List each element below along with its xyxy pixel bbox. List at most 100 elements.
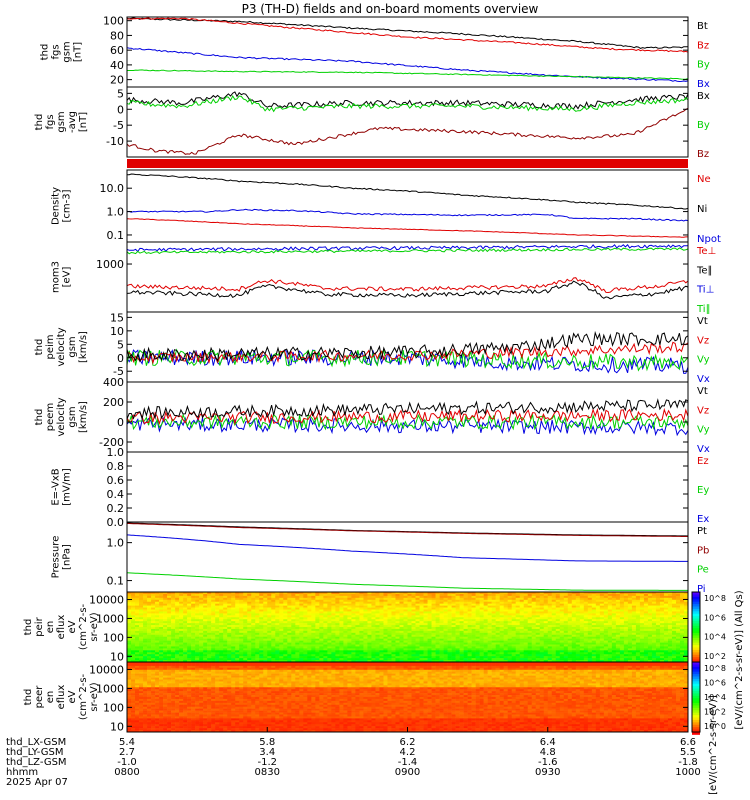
legend-Pe: Pe [697,565,709,576]
y-tick-label: 400 [103,376,124,389]
legend-Bx: Bx [697,91,710,102]
x-tick-label: 5.8 [259,737,275,748]
panel-frame [126,241,689,313]
y-tick-label: -5 [113,119,124,132]
legend-Ey: Ey [697,485,709,496]
panel-7: -200 0 200 400 thd peem velocity gsm [km/s] Vt Vz V… [34,376,710,455]
y-tick-label: 0 [117,103,124,116]
y-axis-label: Pressure [51,536,62,579]
date-label: 2025 Apr 07 [6,777,68,788]
series-Pi [127,534,688,562]
y-axis-label: Density [51,187,62,225]
y-axis-label: [km/s] [78,331,89,363]
legend-Ex: Ex [697,514,709,525]
legend-By: By [697,60,710,71]
y-tick-label: 100 [103,631,124,644]
colorbar-tick: 10^2 [704,652,726,661]
colorbar-tick: 10^6 [704,613,726,622]
legend-Ni: Ni [697,204,707,215]
y-tick-label: 10 [110,720,124,733]
y-axis-label: gsm [67,406,78,427]
bottom-colorbar-label: [eV/(cm^2-s-sr-eV)] [708,695,719,795]
y-axis-label: peim [45,334,56,359]
colorbar-tick: 10^6 [704,679,726,688]
series-Bt [127,17,688,49]
series-By [127,94,688,113]
x-tick-label: 5.5 [680,747,696,758]
y-tick-label: 0.1 [107,575,125,588]
series-Vt [127,398,688,421]
y-tick-label: 80 [110,29,124,42]
series-lines [127,522,688,591]
y-tick-label: 1000 [96,612,124,625]
series-lines [127,173,688,238]
legend-Ne: Ne [697,174,711,185]
series-Bz [127,17,688,53]
legend-Vy: Vy [697,425,710,436]
panel-9: 0.1 1.0 Pressure [nPa] Pt Pb Pe Pi [51,521,709,595]
spectrogram [127,662,688,732]
y-axis-label: eV [67,690,78,703]
legend-Npot: Npot [697,234,721,245]
x-tick-label: -1.0 [117,757,137,768]
y-axis-label: sr-eV) [89,612,100,641]
y-axis-label: [nPa] [62,544,73,570]
colorbar-tick: 10^2 [704,708,726,717]
series-lines [127,17,688,83]
y-tick-label: -10 [106,135,124,148]
series-Vz [127,341,688,365]
y-axis-label: (cm^2-s- [78,673,89,720]
y-tick-label: 0.8 [107,460,125,473]
legend-Ti∥: Ti∥ [696,304,711,315]
y-axis-label: [nT] [73,42,84,62]
y-axis-label: [km/s] [78,401,89,433]
y-tick-label: 0.6 [107,474,125,487]
series-Npot [127,218,688,238]
y-tick-label: 5 [117,87,124,100]
y-axis-label: gsm [56,111,67,132]
y-axis-label: thd [34,409,45,426]
x-tick-label: -1.4 [398,757,418,768]
panel-8: 0.00.20.40.60.81.0 E=-VxB [mV/m] Ez Ey Ex [51,446,710,529]
colorbar-tick: 10^8 [704,594,726,603]
y-axis-label: peir [34,616,45,636]
y-axis-label: fgs [51,44,62,59]
y-axis-label: eV [67,620,78,633]
y-tick-label: 1000 [96,258,124,271]
y-tick-label: 10.0 [100,182,125,195]
spectrogram [127,592,688,662]
legend-Pb: Pb [697,545,709,556]
x-tick-label: 0900 [395,767,420,778]
x-tick-label: 0800 [114,767,139,778]
colorbar: 10^0 10^2 10^4 10^6 10^8 [691,661,726,735]
x-tick-label: 0930 [535,767,560,778]
x-tick-label: -1.2 [257,757,277,768]
series-lines [127,244,688,300]
y-tick-label: 20 [110,74,124,87]
y-tick-label: 15 [110,311,124,324]
y-tick-label: 10 [110,325,124,338]
y-axis-label: gsm [67,336,78,357]
series-Bz [127,107,688,155]
x-row-label: thd_LY-GSM [6,747,63,758]
legend-Vz: Vz [697,405,709,416]
y-axis-label: [cm-3] [62,189,73,222]
colorbar-tick: 10^0 [704,722,726,731]
series-Vx [127,415,688,437]
panel-5: 1000 mom3 [eV] Te⊥ Te∥ Ti⊥ Ti∥ [51,241,716,315]
mode-bar [127,159,688,168]
y-tick-label: 0 [117,352,124,365]
legend-Bz: Bz [697,149,709,160]
y-tick-label: 0.1 [107,229,125,242]
series-lines [127,91,688,155]
legend-Pt: Pt [697,526,707,537]
series-Ti∥ [127,280,688,300]
panel-frame [126,16,689,88]
x-tick-label: 5.4 [119,737,135,748]
y-axis-label: thd [23,689,34,706]
y-tick-label: 0.2 [107,502,125,515]
colorbar-tick: 10^8 [704,664,726,673]
